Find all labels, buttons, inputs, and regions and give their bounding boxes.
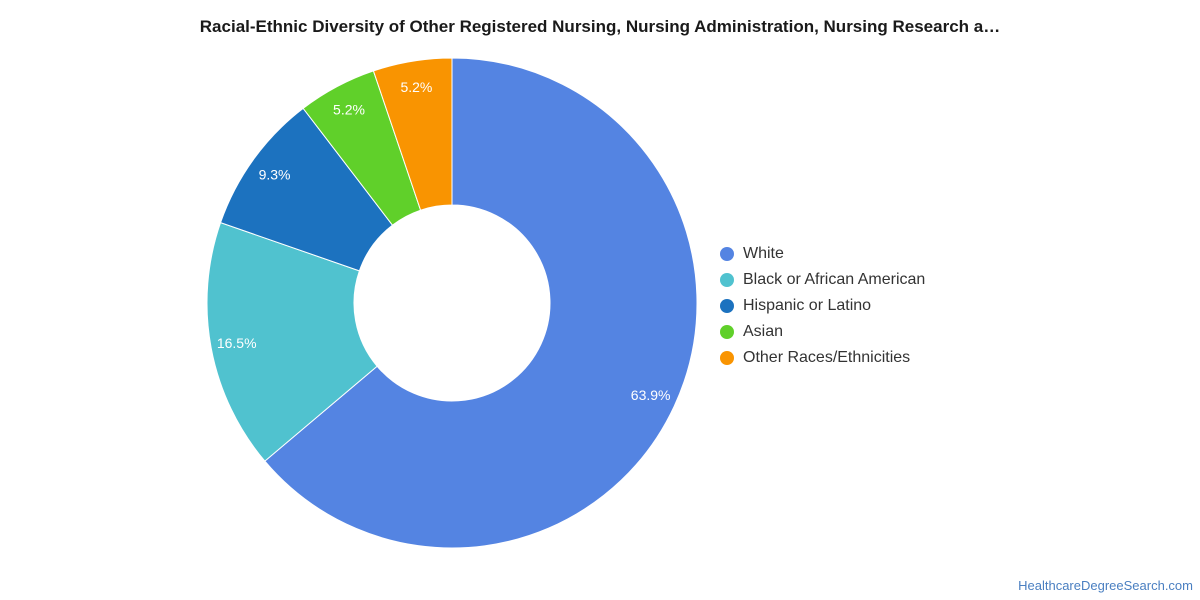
legend-swatch <box>720 351 734 365</box>
slice-label-other-races-ethnicities: 5.2% <box>400 79 432 95</box>
pie-slice-white[interactable] <box>264 57 698 549</box>
legend-item-black-or-african-american[interactable]: Black or African American <box>720 267 925 293</box>
legend-label: Black or African American <box>743 271 926 288</box>
legend-item-other-races-ethnicities[interactable]: Other Races/Ethnicities <box>720 345 925 371</box>
legend-swatch <box>720 299 734 313</box>
legend-item-white[interactable]: White <box>720 241 925 267</box>
slice-label-black-or-african-american: 16.5% <box>217 335 257 351</box>
legend-label: Hispanic or Latino <box>743 297 872 314</box>
legend-label: Asian <box>743 323 784 340</box>
legend-label: Other Races/Ethnicities <box>743 349 911 366</box>
legend-swatch <box>720 247 734 261</box>
pie-slice-other-races-ethnicities[interactable] <box>372 57 453 211</box>
chart-title: Racial-Ethnic Diversity of Other Registe… <box>199 17 1001 36</box>
legend-swatch <box>720 273 734 287</box>
pie-slice-black-or-african-american[interactable] <box>206 221 378 462</box>
slice-label-asian: 5.2% <box>333 102 365 118</box>
legend-item-hispanic-or-latino[interactable]: Hispanic or Latino <box>720 293 925 319</box>
chart-legend: White Black or African American Hispanic o… <box>720 241 925 371</box>
legend-item-asian[interactable]: Asian <box>720 319 925 345</box>
slice-label-hispanic-or-latino: 9.3% <box>259 167 291 183</box>
slice-label-white: 63.9% <box>631 387 671 403</box>
source-link[interactable]: HealthcareDegreeSearch.com <box>1018 578 1193 593</box>
legend-label: White <box>743 245 784 262</box>
legend-swatch <box>720 325 734 339</box>
